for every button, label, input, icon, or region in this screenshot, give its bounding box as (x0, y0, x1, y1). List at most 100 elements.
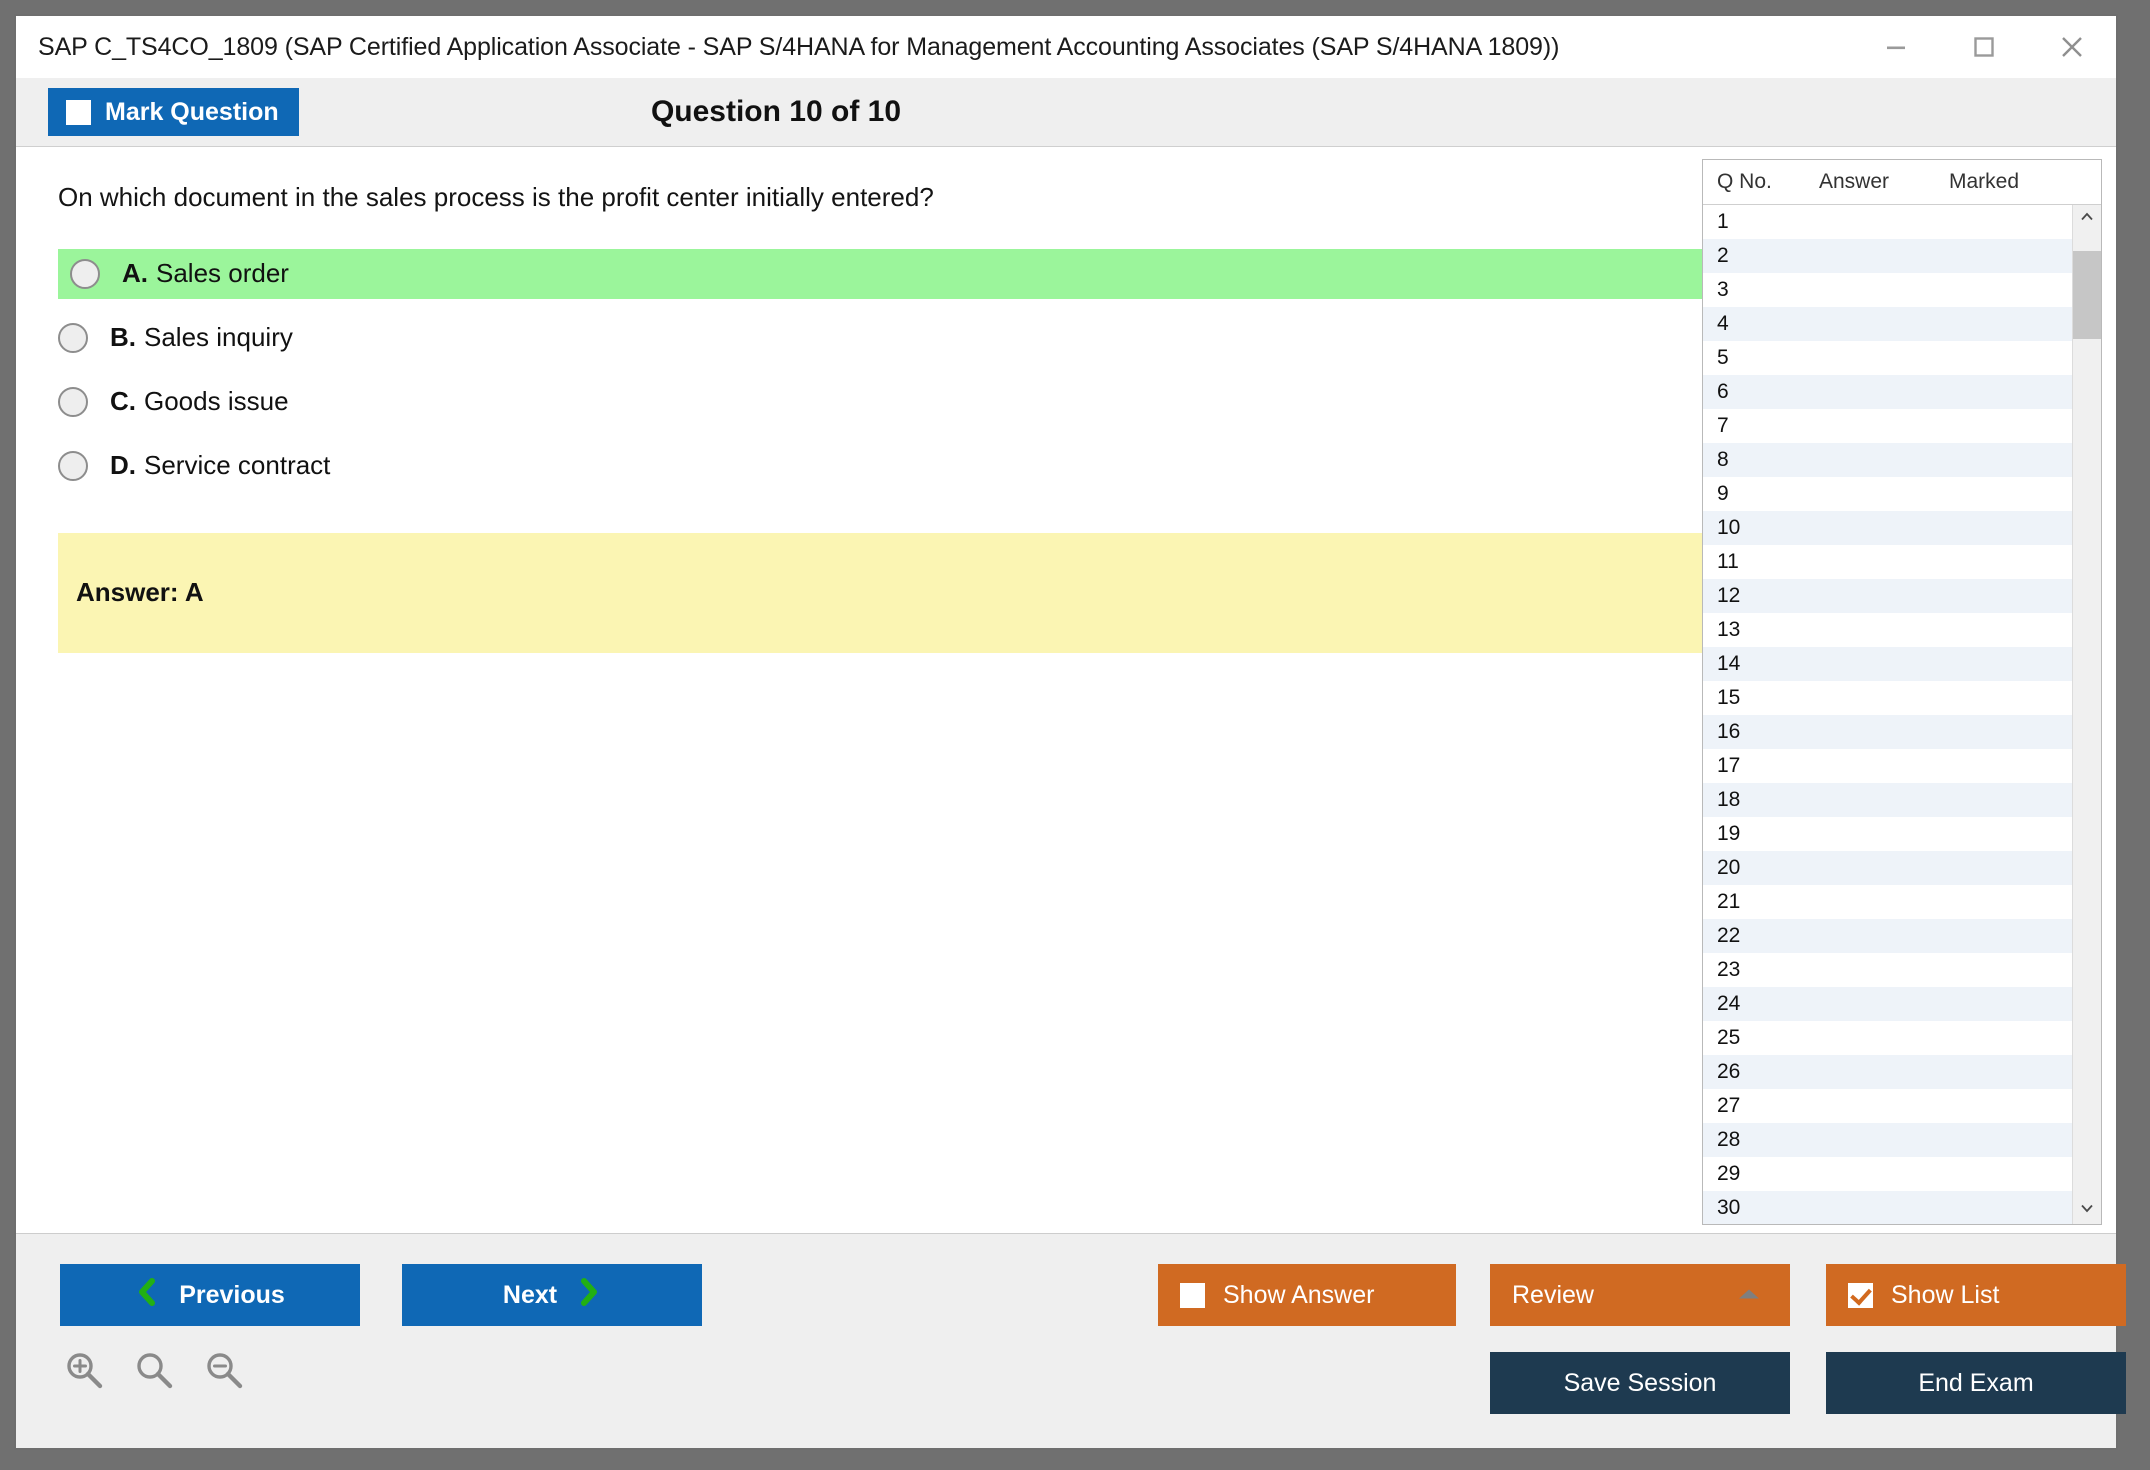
question-list-row[interactable]: 1 (1703, 205, 2072, 239)
radio-button[interactable] (70, 258, 100, 289)
question-list-row[interactable]: 12 (1703, 579, 2072, 613)
row-question-number: 28 (1717, 1128, 1741, 1151)
zoom-in-button[interactable] (56, 1344, 112, 1400)
mark-question-checkbox[interactable] (66, 99, 91, 125)
question-list-row[interactable]: 17 (1703, 749, 2072, 783)
row-question-number: 6 (1717, 380, 1729, 403)
window-controls (1852, 16, 2116, 78)
question-list-scrollbar[interactable] (2072, 205, 2101, 1224)
question-list-row[interactable]: 13 (1703, 613, 2072, 647)
question-list-row[interactable]: 5 (1703, 341, 2072, 375)
row-question-number: 14 (1717, 652, 1741, 675)
scroll-down-button[interactable] (2073, 1196, 2101, 1224)
column-header-qno: Q No. (1717, 170, 1772, 193)
zoom-out-button[interactable] (196, 1344, 252, 1400)
question-list-row[interactable]: 25 (1703, 1021, 2072, 1055)
show-list-label: Show List (1891, 1280, 2000, 1309)
question-list-row[interactable]: 23 (1703, 953, 2072, 987)
row-question-number: 26 (1717, 1060, 1741, 1083)
show-list-button[interactable]: Show List (1826, 1264, 2126, 1326)
row-question-number: 24 (1717, 992, 1741, 1015)
question-list-row[interactable]: 24 (1703, 987, 2072, 1021)
row-question-number: 12 (1717, 584, 1741, 607)
scrollbar-track[interactable] (2073, 233, 2101, 1196)
question-list-row[interactable]: 21 (1703, 885, 2072, 919)
question-list-row[interactable]: 8 (1703, 443, 2072, 477)
question-list-row[interactable]: 14 (1703, 647, 2072, 681)
maximize-button[interactable] (1940, 16, 2028, 78)
question-list-header: Q No. Answer Marked (1703, 160, 2101, 205)
row-question-number: 27 (1717, 1094, 1741, 1117)
question-text: On which document in the sales process i… (58, 182, 934, 212)
question-list-row[interactable]: 9 (1703, 477, 2072, 511)
minimize-icon (1883, 34, 1909, 60)
question-counter-text: Question 10 of 10 (650, 95, 902, 128)
next-button[interactable]: Next (402, 1264, 702, 1326)
question-list-row[interactable]: 10 (1703, 511, 2072, 545)
question-list-row[interactable]: 20 (1703, 851, 2072, 885)
show-list-checkbox[interactable] (1848, 1282, 1873, 1308)
question-counter: Question 10 of 10 (16, 95, 2116, 129)
question-list-row[interactable]: 22 (1703, 919, 2072, 953)
zoom-reset-button[interactable] (126, 1344, 182, 1400)
minimize-button[interactable] (1852, 16, 1940, 78)
question-list-row[interactable]: 30 (1703, 1191, 2072, 1224)
question-list-row[interactable]: 2 (1703, 239, 2072, 273)
answer-option-b[interactable]: B. Sales inquiry (16, 313, 1702, 363)
chevron-left-icon (135, 1277, 159, 1314)
option-text: Sales inquiry (144, 322, 293, 353)
question-list-row[interactable]: 6 (1703, 375, 2072, 409)
answer-option-d[interactable]: D. Service contract (16, 441, 1702, 491)
question-list-row[interactable]: 18 (1703, 783, 2072, 817)
question-list-row[interactable]: 19 (1703, 817, 2072, 851)
question-list-body: 1 2 3 4 5 6 7 8 9 10 11 12 13 14 15 16 17 18 19 20 21 22 23 24 2… (1703, 205, 2101, 1224)
close-icon (2057, 32, 2087, 62)
show-answer-label: Show Answer (1223, 1280, 1375, 1309)
question-list-row[interactable]: 4 (1703, 307, 2072, 341)
scroll-up-button[interactable] (2073, 205, 2101, 233)
maximize-icon (1971, 34, 1997, 60)
review-dropdown[interactable]: Review (1490, 1264, 1790, 1326)
end-exam-button[interactable]: End Exam (1826, 1352, 2126, 1414)
question-list-row[interactable]: 27 (1703, 1089, 2072, 1123)
mark-question-button[interactable]: Mark Question (48, 88, 299, 136)
title-bar: SAP C_TS4CO_1809 (SAP Certified Applicat… (16, 16, 2116, 78)
question-list-row[interactable]: 16 (1703, 715, 2072, 749)
previous-label: Previous (179, 1280, 285, 1309)
radio-button[interactable] (58, 322, 88, 353)
option-text: Goods issue (144, 386, 289, 417)
column-header-answer: Answer (1819, 170, 1890, 193)
row-question-number: 29 (1717, 1162, 1741, 1185)
show-answer-checkbox[interactable] (1180, 1282, 1205, 1308)
question-list-row[interactable]: 15 (1703, 681, 2072, 715)
question-list-row[interactable]: 3 (1703, 273, 2072, 307)
question-list-row[interactable]: 28 (1703, 1123, 2072, 1157)
question-list-row[interactable]: 29 (1703, 1157, 2072, 1191)
question-list-row[interactable]: 26 (1703, 1055, 2072, 1089)
close-button[interactable] (2028, 16, 2116, 78)
answer-options-list: A. Sales order B. Sales inquiry C. Goods issu… (16, 248, 1702, 491)
row-question-number: 5 (1717, 346, 1729, 369)
question-list-row[interactable]: 7 (1703, 409, 2072, 443)
save-session-button[interactable]: Save Session (1490, 1352, 1790, 1414)
row-question-number: 30 (1717, 1196, 1741, 1219)
answer-reveal-box: Answer: A (58, 532, 1702, 653)
previous-button[interactable]: Previous (60, 1264, 360, 1326)
answer-reveal-text: Answer: A (76, 577, 204, 608)
option-letter: D. (110, 450, 136, 481)
row-question-number: 19 (1717, 822, 1741, 845)
radio-button[interactable] (58, 386, 88, 417)
answer-option-a[interactable]: A. Sales order (58, 248, 1702, 299)
scrollbar-thumb[interactable] (2073, 251, 2101, 339)
exam-header-bar: Mark Question Question 10 of 10 (16, 78, 2116, 146)
radio-button[interactable] (58, 450, 88, 481)
row-question-number: 23 (1717, 958, 1741, 981)
show-answer-button[interactable]: Show Answer (1158, 1264, 1456, 1326)
row-question-number: 25 (1717, 1026, 1741, 1049)
zoom-controls (56, 1344, 252, 1400)
question-list-row[interactable]: 11 (1703, 545, 2072, 579)
row-question-number: 16 (1717, 720, 1741, 743)
question-pane: On which document in the sales process i… (16, 147, 1702, 1233)
zoom-out-icon (202, 1348, 246, 1397)
answer-option-c[interactable]: C. Goods issue (16, 377, 1702, 427)
